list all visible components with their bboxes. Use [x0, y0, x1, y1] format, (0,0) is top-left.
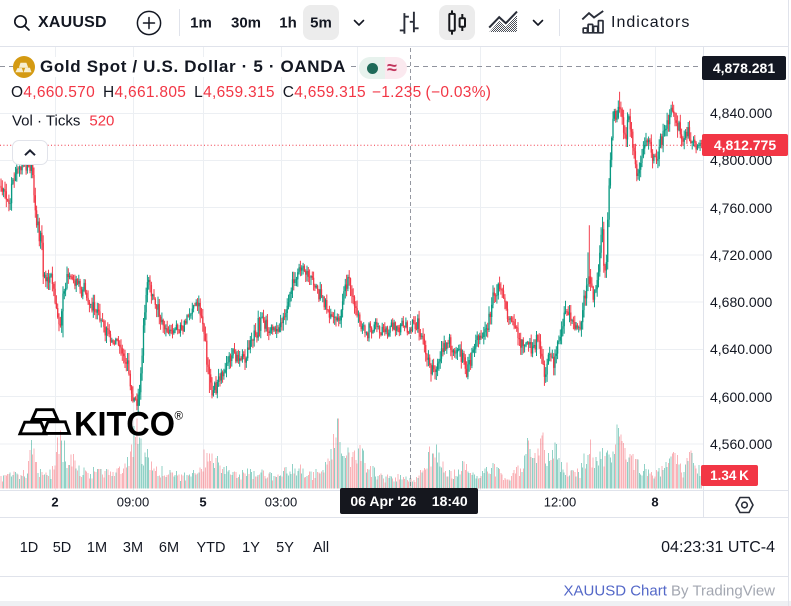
svg-text:KITCO: KITCO — [74, 406, 175, 442]
svg-text:®: ® — [175, 410, 184, 422]
